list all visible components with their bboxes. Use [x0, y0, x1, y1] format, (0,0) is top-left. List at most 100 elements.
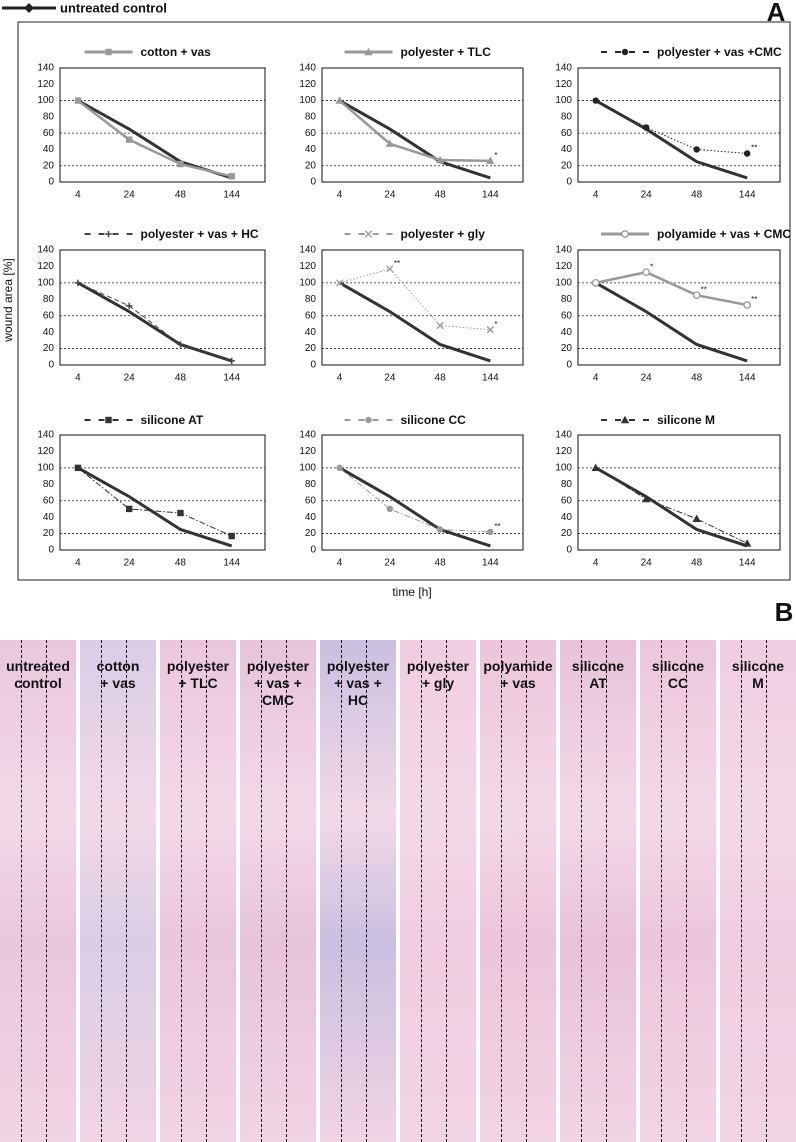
y-tick-label: 0 [48, 360, 54, 371]
y-tick-label: 40 [561, 327, 573, 338]
marker [105, 416, 112, 424]
marker [692, 514, 701, 522]
marker-shape [743, 150, 751, 157]
legend-label: untreated control [60, 0, 167, 15]
control-line [594, 281, 748, 363]
legend-label: polyamide + vas + CMC [657, 227, 791, 241]
x-tick-label: 48 [175, 558, 187, 569]
y-tick-label: 0 [48, 545, 54, 556]
dashed-guide [261, 640, 263, 1142]
legend-label: polyester + TLC [401, 45, 492, 59]
x-tick-label: 4 [75, 190, 81, 201]
marker [486, 326, 494, 334]
x-tick-label: 24 [384, 558, 396, 569]
marker [743, 150, 751, 157]
y-tick-label: 140 [299, 430, 316, 441]
plot-frame [577, 249, 781, 366]
y-tick-label: 0 [310, 360, 316, 371]
y-tick-label: 80 [305, 479, 317, 490]
y-tick-label: 80 [43, 479, 55, 490]
marker [436, 321, 444, 330]
legend-label: silicone CC [401, 413, 467, 427]
histology-image: polyamide + vas [480, 640, 556, 1142]
x-tick-label: 144 [482, 558, 499, 569]
y-tick-label: 0 [566, 545, 572, 556]
marker [74, 279, 82, 287]
dashed-guide [285, 640, 287, 1142]
marker [693, 146, 700, 153]
control-line [594, 99, 748, 180]
control-line [77, 99, 233, 180]
y-tick-label: 40 [305, 512, 317, 523]
y-tick-label: 60 [43, 495, 55, 506]
y-tick-label: 80 [561, 111, 573, 122]
marker-shape [621, 48, 629, 56]
dashed-guide [205, 640, 207, 1142]
y-tick-label: 80 [561, 294, 573, 305]
x-tick-label: 4 [593, 373, 599, 384]
marker [177, 509, 184, 517]
series-line [77, 99, 232, 178]
y-tick-label: 120 [37, 79, 54, 90]
marker-shape [692, 514, 701, 522]
image-label: silicone CC [651, 658, 705, 691]
marker [642, 124, 650, 131]
marker [591, 279, 600, 287]
x-tick-label: 24 [124, 558, 136, 569]
dashed-guide [605, 640, 607, 1142]
marker-shape [386, 505, 394, 513]
y-tick-label: 120 [37, 261, 54, 272]
marker [125, 505, 133, 513]
x-tick-label: 48 [691, 558, 703, 569]
marker [487, 528, 494, 536]
marker-shape [693, 146, 700, 153]
marker-shape [105, 48, 112, 56]
marker [228, 173, 235, 180]
y-tick-label: 140 [37, 63, 54, 74]
marker [228, 532, 235, 540]
series-line [339, 467, 491, 533]
y-tick-label: 0 [566, 360, 572, 371]
panel-frame [17, 21, 791, 581]
marker-shape [642, 124, 650, 131]
y-tick-label: 100 [555, 277, 572, 288]
image-label: silicone AT [571, 658, 625, 691]
x-tick-label: 4 [337, 558, 343, 569]
marker [364, 47, 373, 56]
marker [435, 155, 445, 164]
y-tick-label: 80 [43, 111, 55, 122]
legend-label: polyester + vas + HC [141, 227, 259, 241]
x-tick-label: 24 [641, 373, 653, 384]
significance: ** [701, 285, 707, 294]
dashed-guide [421, 640, 423, 1142]
dashed-guide [341, 640, 343, 1142]
marker-shape [125, 136, 133, 143]
image-label: polyamide + vas [483, 658, 553, 691]
x-tick-label: 48 [435, 558, 447, 569]
x-tick-label: 4 [337, 373, 343, 384]
y-tick-label: 20 [561, 528, 573, 539]
control-line [77, 466, 233, 548]
image-label: untreated control [6, 658, 70, 691]
legend-label: polyester + gly [401, 227, 486, 241]
x-tick-label: 4 [593, 558, 599, 569]
marker [336, 464, 343, 472]
plot-frame [577, 434, 781, 551]
significance: ** [494, 522, 500, 531]
control-line [77, 281, 233, 363]
marker [386, 505, 394, 513]
marker [74, 97, 82, 104]
marker [364, 230, 373, 238]
y-tick-label: 120 [299, 79, 316, 90]
dashed-guide [765, 640, 767, 1142]
y-tick-label: 60 [43, 310, 55, 321]
x-tick-label: 24 [384, 373, 396, 384]
y-tick-label: 20 [305, 528, 317, 539]
marker-shape [125, 505, 133, 513]
marker [177, 341, 184, 348]
y-tick-label: 120 [299, 261, 316, 272]
significance: * [494, 320, 497, 329]
significance: * [650, 262, 653, 271]
y-tick-label: 140 [555, 245, 572, 256]
y-tick-label: 120 [555, 446, 572, 457]
